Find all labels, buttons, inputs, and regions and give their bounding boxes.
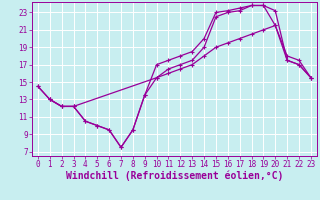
X-axis label: Windchill (Refroidissement éolien,°C): Windchill (Refroidissement éolien,°C) [66, 171, 283, 181]
